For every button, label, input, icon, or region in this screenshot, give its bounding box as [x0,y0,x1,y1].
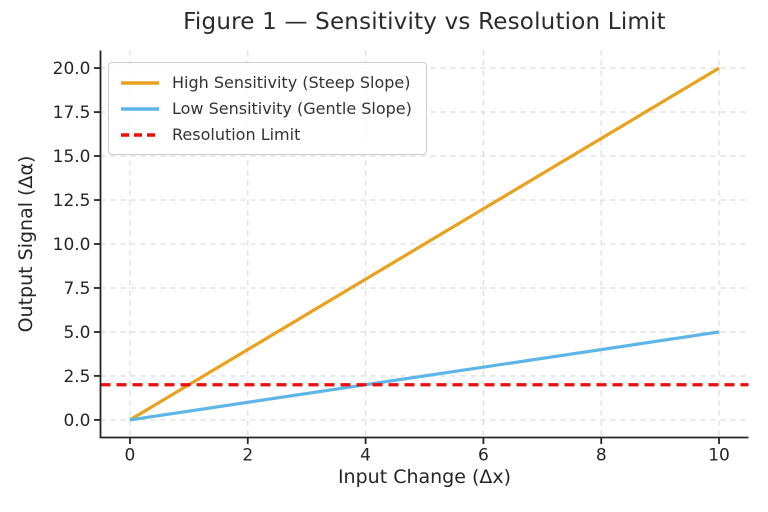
series-line-0 [129,66,720,422]
x-tick-label: 0 [125,446,136,466]
y-tick-label: 17.5 [53,103,91,123]
legend-line-sample [121,80,159,85]
legend-line-sample [121,106,159,111]
legend-entry: Resolution Limit [119,124,412,145]
x-tick-label: 2 [242,446,253,466]
legend-entry-label: Low Sensitivity (Gentle Slope) [172,99,412,118]
x-tick-label: 4 [360,446,371,466]
y-tick-label: 0.0 [63,411,90,431]
y-tick-label: 7.5 [63,279,90,299]
y-axis-label: Output Signal (Δα) [15,155,37,333]
x-axis-label: Input Change (Δx) [337,466,512,488]
chart-title: Figure 1 — Sensitivity vs Resolution Lim… [183,9,666,35]
legend-entry: High Sensitivity (Steep Slope) [119,72,412,93]
legend-entry-label: High Sensitivity (Steep Slope) [172,73,411,92]
y-tick-label: 12.5 [53,191,91,211]
y-tick-label: 10.0 [53,235,91,255]
legend-line-sample [121,132,159,137]
x-tick-label: 6 [478,446,489,466]
y-tick-label: 15.0 [53,147,91,167]
y-tick-label: 20.0 [53,59,91,79]
y-tick-label: 5.0 [63,323,90,343]
legend-entry-label: Resolution Limit [172,125,301,144]
x-tick-label: 8 [596,446,607,466]
y-tick-label: 2.5 [63,367,90,387]
x-tick-label: 10 [708,446,730,466]
legend: High Sensitivity (Steep Slope) Low Sensit… [108,62,427,155]
legend-entry: Low Sensitivity (Gentle Slope) [119,98,412,119]
series-line-1 [129,330,720,422]
